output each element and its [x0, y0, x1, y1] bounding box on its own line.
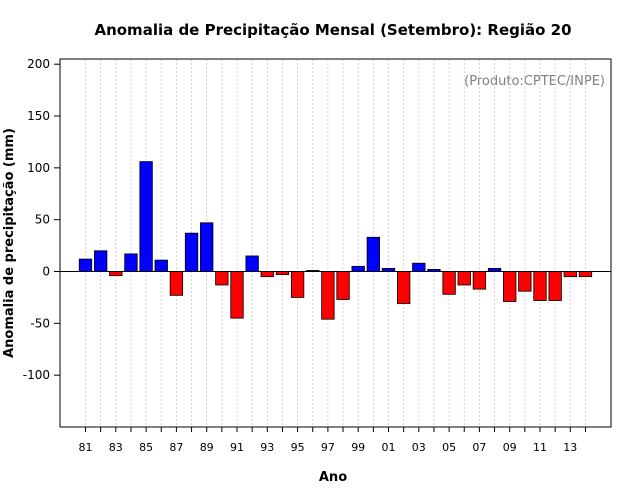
- plot-frame: [59, 58, 612, 428]
- x-tick-label-99: 99: [351, 441, 365, 454]
- bar-1993: [260, 271, 274, 278]
- x-tick-label-97: 97: [321, 441, 335, 454]
- bar-1997: [321, 271, 335, 320]
- y-tick-label-0: 0: [42, 265, 50, 279]
- bar-1987: [169, 271, 184, 296]
- x-tick-label-01: 01: [382, 441, 396, 454]
- x-axis: 81 83 85 87 89 91 93 95 97 99 01 03 05 07 09 11 13: [79, 427, 586, 454]
- x-tick-label-85: 85: [139, 441, 153, 454]
- y-tick-label--50: -50: [30, 316, 50, 330]
- bar-1988: [184, 232, 199, 272]
- bar-1991: [230, 271, 244, 319]
- y-axis-title: Anomalia de precipitação (mm): [2, 128, 17, 358]
- bar-2000: [366, 236, 381, 272]
- x-tick-label-91: 91: [230, 441, 244, 454]
- y-tick-label--100: -100: [23, 368, 50, 382]
- bar-1981: [78, 258, 93, 272]
- bar-1983: [109, 271, 123, 277]
- x-tick-label-87: 87: [169, 441, 183, 454]
- bar-1995: [290, 271, 305, 298]
- bar-1990: [215, 271, 229, 286]
- bar-2010: [518, 271, 532, 292]
- x-tick-label-81: 81: [79, 441, 93, 454]
- x-tick-label-13: 13: [563, 441, 577, 454]
- bar-2006: [457, 271, 471, 286]
- x-tick-label-83: 83: [109, 441, 123, 454]
- x-tick-label-89: 89: [200, 441, 214, 454]
- bar-2002: [396, 271, 411, 305]
- x-tick-label-05: 05: [442, 441, 456, 454]
- bar-2003: [412, 262, 426, 272]
- x-tick-label-07: 07: [472, 441, 486, 454]
- x-tick-label-03: 03: [412, 441, 426, 454]
- bar-1985: [139, 161, 153, 272]
- y-tick-label-150: 150: [27, 109, 50, 123]
- y-tick-label-100: 100: [27, 161, 50, 175]
- bar-2014: [578, 271, 593, 278]
- bar-2012: [548, 271, 562, 301]
- y-tick-label-50: 50: [35, 213, 50, 227]
- bar-2011: [533, 271, 547, 301]
- bar-2013: [563, 271, 577, 278]
- y-axis: -100 -50 0 50 100 150 200: [23, 57, 60, 382]
- bar-1998: [336, 271, 350, 300]
- grid-lines: [85, 59, 586, 427]
- bars: [78, 161, 593, 320]
- bar-1992: [245, 255, 259, 272]
- bar-2005: [442, 271, 456, 295]
- x-tick-label-11: 11: [533, 441, 547, 454]
- bar-1999: [351, 265, 365, 272]
- bar-1989: [200, 222, 214, 272]
- y-tick-label-200: 200: [27, 57, 50, 71]
- x-tick-label-09: 09: [503, 441, 517, 454]
- bar-2007: [472, 271, 487, 290]
- bar-1982: [94, 250, 108, 272]
- x-tick-label-95: 95: [291, 441, 305, 454]
- bar-1984: [124, 253, 138, 272]
- chart-title: Anomalia de Precipitação Mensal (Setembr…: [94, 21, 571, 39]
- credit-label: (Produto:CPTEC/INPE): [464, 74, 605, 89]
- bar-1986: [154, 259, 168, 272]
- x-tick-label-93: 93: [260, 441, 274, 454]
- x-axis-title: Ano: [319, 470, 347, 485]
- bar-2009: [503, 271, 517, 302]
